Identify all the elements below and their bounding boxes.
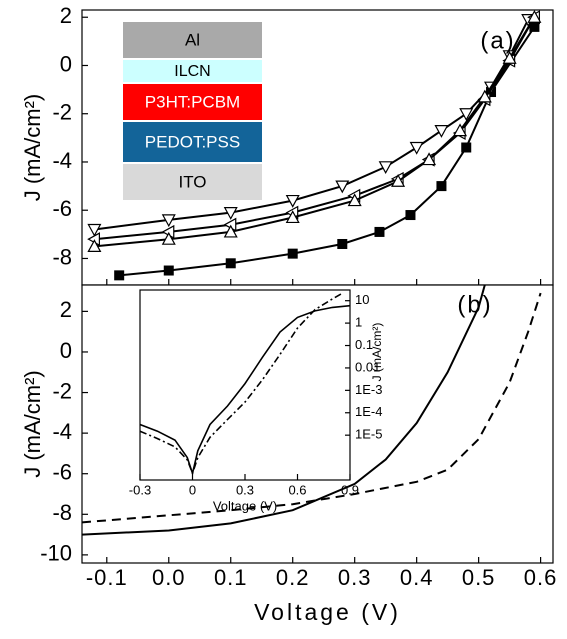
marker: [436, 181, 447, 192]
layer-label: PEDOT:PSS: [145, 132, 240, 151]
y-tick-label: -8: [52, 244, 72, 269]
curve: [140, 304, 350, 477]
x-tick-label: 0.9: [341, 482, 359, 497]
marker: [285, 194, 300, 208]
marker: [223, 207, 238, 220]
y-tick-label: 1E-3: [355, 382, 382, 397]
marker: [163, 265, 174, 276]
marker: [453, 123, 468, 137]
marker: [434, 125, 449, 138]
y-tick-label: 0.01: [355, 359, 380, 374]
layer-label: P3HT:PCBM: [145, 92, 240, 111]
marker: [87, 239, 102, 253]
y-tick-label: 10: [355, 292, 369, 307]
x-tick-label: 0.1: [214, 565, 248, 590]
layer-label: ITO: [178, 172, 206, 191]
x-tick-label: 0.4: [400, 565, 434, 590]
x-tick-label: 0.6: [288, 482, 306, 497]
layer-label: ILCN: [174, 63, 210, 80]
y-tick-label: 1E-4: [355, 404, 382, 419]
marker: [87, 223, 102, 237]
marker: [409, 141, 424, 155]
marker: [405, 210, 416, 221]
x-tick-label: 0.5: [462, 565, 496, 590]
curve: [140, 293, 342, 476]
y-tick-label: -2: [52, 378, 72, 403]
panel: 10 1 0.1 0.01 1E-3 1E-4 1E-5 -0.3 0 0.3 0.6 0.9 Volt…: [129, 289, 384, 513]
marker: [114, 270, 125, 281]
marker: [285, 210, 300, 224]
y-axis-label: J (mA/cm²): [20, 94, 45, 202]
y-tick-label: -4: [52, 419, 72, 444]
marker: [347, 193, 362, 207]
panel-label: (a): [480, 27, 515, 54]
curve: [82, 285, 486, 536]
curve: [82, 292, 542, 524]
y-tick-label: 0.1: [355, 337, 373, 352]
marker: [529, 21, 540, 32]
series-group: [140, 293, 350, 477]
frame: [81, 284, 554, 564]
y-tick-label: -10: [40, 541, 72, 566]
marker: [337, 238, 348, 249]
y-tick-label: 1: [355, 315, 362, 330]
plot-area: [140, 290, 350, 480]
marker: [161, 231, 176, 245]
x-tick-label: 0: [189, 482, 196, 497]
x-axis-label: Voltage (V): [213, 498, 277, 513]
marker: [223, 224, 238, 238]
x-axis-label: Voltage (V): [254, 599, 401, 625]
marker: [459, 108, 474, 121]
x-tick-label: 0.3: [338, 565, 372, 590]
marker: [391, 174, 406, 187]
series-group: [82, 285, 542, 536]
marker: [527, 10, 542, 23]
y-tick-label: -6: [52, 196, 72, 221]
y-axis-label: J (mA/cm²): [20, 370, 45, 478]
marker: [335, 180, 350, 194]
marker: [502, 50, 517, 64]
layer: [123, 60, 262, 82]
marker: [161, 214, 176, 228]
y-axis-label: J (mA/cm²): [370, 323, 384, 382]
panel: Al ILCN P3HT:PCBM PEDOT:PSS ITO 2 0 -2 -4 -6 -8 (a)…: [20, 3, 554, 286]
layer: [123, 22, 262, 58]
layer-label: Al: [185, 30, 200, 49]
x-tick-label: 0.6: [524, 565, 558, 590]
layer: [123, 84, 262, 120]
marker: [461, 142, 472, 153]
y-tick-label: 2: [60, 297, 72, 322]
marker: [378, 161, 393, 175]
x-tick-label: -0.3: [129, 482, 151, 497]
y-tick-label: -2: [52, 100, 72, 125]
x-tick-label: 0.2: [276, 565, 310, 590]
y-tick-label: -8: [52, 500, 72, 525]
y-tick-label: 2: [60, 3, 72, 28]
y-tick-label: -6: [52, 460, 72, 485]
marker: [422, 152, 437, 166]
x-tick-label: 0.0: [152, 565, 186, 590]
y-tick-label: 0: [60, 51, 72, 76]
layer: [123, 122, 262, 162]
x-tick-label: -0.1: [86, 565, 128, 590]
x-tick-label: 0.3: [236, 482, 254, 497]
y-tick-label: -4: [52, 148, 72, 173]
marker: [477, 89, 492, 103]
y-tick-label: 1E-5: [355, 427, 382, 442]
panel-label: (b): [457, 291, 492, 318]
layer: [123, 164, 262, 200]
series-group: [87, 10, 542, 281]
marker: [225, 258, 236, 269]
y-tick-label: 0: [60, 338, 72, 363]
marker: [287, 248, 298, 259]
marker: [374, 226, 385, 237]
